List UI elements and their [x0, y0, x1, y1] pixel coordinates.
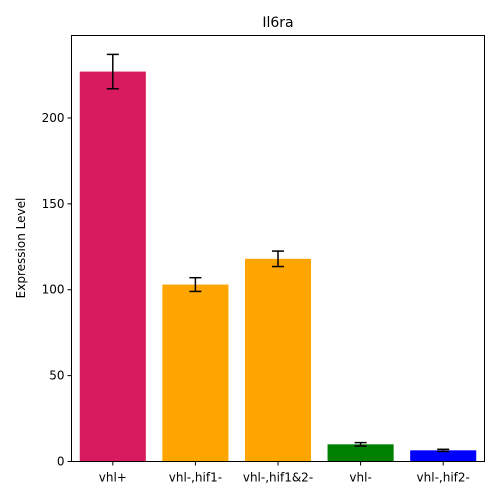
bar-1 [162, 284, 229, 462]
x-tick-label-0: vhl+ [99, 471, 127, 485]
bars-group [79, 71, 477, 462]
bar-4 [410, 450, 477, 462]
y-axis: 0 50 100 150 200 [42, 111, 72, 469]
bar-2 [244, 258, 312, 462]
x-tick-label-2: vhl-,hif1&2- [243, 471, 313, 485]
bar-3 [327, 444, 394, 462]
x-tick-label-3: vhl- [349, 471, 371, 485]
y-tick-label-3: 150 [42, 197, 65, 211]
y-tick-label-0: 0 [57, 455, 65, 469]
x-axis: vhl+ vhl-,hif1- vhl-,hif1&2- vhl-vhl-,hif2- [99, 461, 470, 485]
y-axis-label: Expression Level [14, 198, 28, 299]
y-tick-label-4: 200 [42, 111, 65, 125]
chart-title: Il6ra [262, 15, 293, 31]
error-bars-group [106, 53, 450, 453]
y-tick-label-1: 50 [49, 369, 64, 383]
x-tick-label-1: vhl-,hif1- [169, 471, 222, 485]
y-tick-label-2: 100 [42, 283, 65, 297]
plot-frame [71, 35, 485, 462]
x-tick-label-4: vhl-,hif2- [417, 471, 470, 485]
bar-0 [79, 71, 146, 462]
